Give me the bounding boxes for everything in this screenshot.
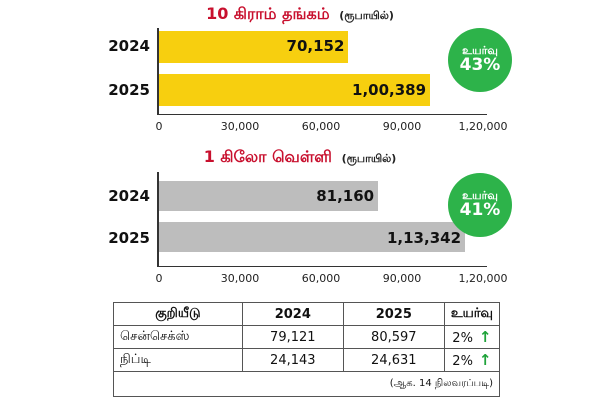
row-sensex-increase-value: 2% (452, 331, 473, 346)
table-row: நிப்டி 24,143 24,631 2% ↑ (113, 348, 501, 372)
silver-increase-badge: உயர்வு 41% (448, 173, 512, 237)
row-nifty-2024: 24,143 (241, 348, 344, 372)
gold-tick-60000: 60,000 (301, 120, 341, 133)
gold-category-2024: 2024 (108, 37, 150, 55)
row-sensex-2025: 80,597 (342, 325, 445, 349)
gold-badge-percent: 43% (459, 54, 501, 75)
gold-value-label-2025: 1,00,389 (352, 81, 427, 99)
silver-tick-0: 0 (155, 272, 163, 285)
gold-unit-label: (ரூபாயில்) (339, 9, 394, 22)
silver-badge-label: உயர்வு (462, 189, 498, 203)
gold-chart-title: 10 கிராம் தங்கம் (ரூபாயில்) (0, 4, 600, 25)
silver-value-label-2024: 81,160 (316, 187, 375, 205)
silver-bar-2025 (159, 222, 466, 252)
silver-title-text: 1 கிலோ வெள்ளி (203, 147, 332, 166)
gold-x-axis (157, 114, 487, 115)
row-nifty-increase: 2% ↑ (443, 348, 501, 372)
silver-unit-label: (ரூபாயில்) (341, 152, 397, 165)
row-nifty-name: நிப்டி (113, 348, 243, 372)
silver-x-axis (157, 266, 487, 267)
row-sensex-2024: 79,121 (241, 325, 344, 349)
row-sensex-increase: 2% ↑ (443, 325, 501, 349)
silver-tick-90000: 90,000 (382, 272, 422, 285)
silver-tick-120000: 1,20,000 (458, 272, 508, 285)
silver-category-2024: 2024 (108, 187, 150, 205)
gold-bar-2025 (159, 74, 431, 106)
table-note: (ஆக. 14 நிலவரப்படி) (113, 371, 500, 397)
up-arrow-icon: ↑ (478, 328, 492, 346)
table-note-row: (ஆக. 14 நிலவரப்படி) (113, 371, 500, 397)
gold-value-label-2024: 70,152 (286, 37, 345, 55)
table-header-row: குறியீடு 2024 2025 உயர்வு (113, 302, 501, 326)
silver-category-2025: 2025 (108, 229, 150, 247)
row-nifty-2025: 24,631 (342, 348, 445, 372)
gold-bar-2024 (159, 31, 349, 63)
header-increase: உயர்வு (443, 302, 501, 326)
index-table: குறியீடு 2024 2025 உயர்வு சென்செக்ஸ் 79,… (113, 302, 501, 397)
silver-value-label-2025: 1,13,342 (386, 229, 462, 247)
gold-tick-90000: 90,000 (382, 120, 422, 133)
row-nifty-increase-value: 2% (452, 354, 473, 369)
table-row: சென்செக்ஸ் 79,121 80,597 2% ↑ (113, 325, 501, 349)
header-index: குறியீடு (113, 302, 243, 326)
silver-y-axis (157, 172, 159, 266)
gold-tick-120000: 1,20,000 (458, 120, 508, 133)
silver-tick-60000: 60,000 (301, 272, 341, 285)
row-sensex-name: சென்செக்ஸ் (113, 325, 243, 349)
silver-tick-30000: 30,000 (220, 272, 260, 285)
silver-chart-title: 1 கிலோ வெள்ளி (ரூபாயில்) (0, 147, 600, 168)
silver-bar-2024 (159, 181, 379, 211)
gold-tick-0: 0 (155, 120, 163, 133)
silver-badge-percent: 41% (459, 199, 501, 220)
gold-y-axis (157, 28, 159, 114)
gold-category-2025: 2025 (108, 81, 150, 99)
gold-title-text: 10 கிராம் தங்கம் (206, 4, 330, 23)
header-2024: 2024 (241, 302, 344, 326)
header-2025: 2025 (342, 302, 445, 326)
gold-badge-label: உயர்வு (462, 44, 498, 58)
gold-increase-badge: உயர்வு 43% (448, 28, 512, 92)
up-arrow-icon: ↑ (478, 351, 492, 369)
gold-tick-30000: 30,000 (220, 120, 260, 133)
